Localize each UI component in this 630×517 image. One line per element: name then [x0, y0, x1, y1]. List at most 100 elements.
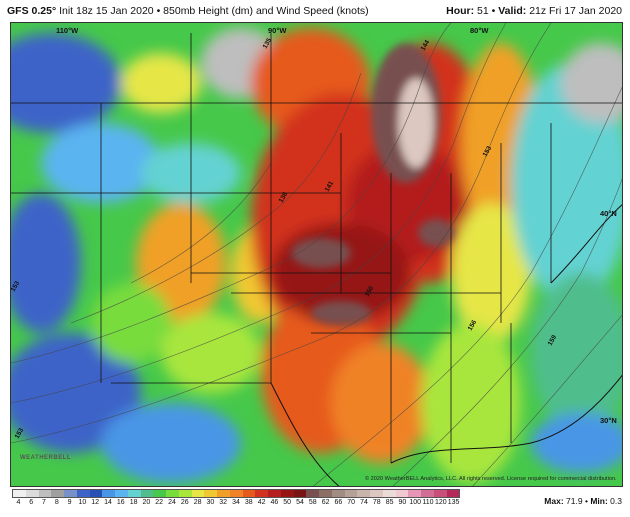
color-scale-swatch	[255, 490, 268, 497]
lat-label-40n: 40°N	[600, 209, 617, 218]
map-title: GFS 0.25° Init 18z 15 Jan 2020 • 850mb H…	[7, 5, 369, 17]
weatherbell-logo: WEATHERBELL	[20, 455, 72, 461]
color-scale-swatch	[280, 490, 294, 497]
header: GFS 0.25° Init 18z 15 Jan 2020 • 850mb H…	[0, 0, 630, 22]
color-scale-tick-label: 9	[67, 499, 72, 506]
color-scale-tick-label: 6	[29, 499, 34, 506]
lon-label-80w: 80°W	[470, 26, 489, 35]
color-scale-swatch	[38, 490, 52, 497]
color-scale-swatch	[102, 490, 115, 497]
max-label: Max:	[544, 496, 564, 506]
color-scale-tick-label: 74	[360, 499, 368, 506]
lat-label-30n: 30°N	[600, 416, 617, 425]
color-scale-tick-label: 26	[180, 499, 189, 506]
color-scale-swatch	[408, 490, 421, 497]
color-scale-tick-label: 7	[42, 499, 46, 506]
max-min-stats: Max: 71.9 • Min: 0.3	[544, 496, 622, 506]
color-scale-swatch	[268, 490, 281, 497]
color-scale-swatch	[433, 490, 447, 497]
color-scale-tick-label: 4	[16, 499, 21, 506]
color-scale-tick-label: 85	[385, 499, 394, 506]
color-scale-tick-label: 18	[129, 499, 138, 506]
color-scale-tick-label: 30	[206, 499, 215, 506]
color-scale-swatch	[140, 490, 154, 497]
height-contours	[11, 23, 622, 486]
color-scale-swatch	[331, 490, 345, 497]
coastline	[270, 204, 622, 486]
color-scale-swatch	[115, 490, 128, 497]
color-scale-tick-label: 135	[447, 499, 460, 506]
color-scale-ticks: 4 6 7 8 9 10 12 14 16 18 20 22 24 26 28 30 32 34 38 42 46 50 5…	[12, 499, 460, 511]
color-scale-tick-label: 20	[142, 499, 151, 506]
color-scale-tick-label: 110	[422, 499, 434, 506]
color-scale-tick-label: 8	[54, 499, 59, 506]
color-scale-tick-label: 24	[168, 499, 176, 506]
color-scale-tick-label: 32	[219, 499, 228, 506]
max-value: 71.9	[566, 496, 583, 506]
color-scale-tick-label: 22	[155, 499, 164, 506]
color-scale-swatch	[25, 490, 39, 497]
color-scale-swatch	[229, 490, 243, 497]
color-scale-swatch	[153, 490, 166, 497]
color-scale-tick-label: 50	[283, 499, 292, 506]
valid-value: 21z Fri 17 Jan 2020	[529, 5, 622, 17]
color-scale-swatch	[382, 490, 396, 497]
map-canvas	[11, 23, 622, 486]
color-scale-swatch	[370, 490, 383, 497]
hour-value: 51	[477, 5, 489, 17]
separator: •	[491, 5, 496, 17]
min-value: 0.3	[610, 496, 622, 506]
valid-label: Valid:	[498, 5, 527, 17]
color-scale-tick-label: 78	[372, 499, 381, 506]
color-scale-tick-label: 54	[296, 499, 304, 506]
hour-label: Hour:	[446, 5, 475, 17]
init-time: Init 18z 15 Jan 2020	[59, 5, 154, 17]
color-scale-tick-label: 10	[78, 499, 87, 506]
color-scale-swatch	[395, 490, 409, 497]
valid-time: Hour: 51 • Valid: 21z Fri 17 Jan 2020	[446, 5, 622, 17]
color-scale-tick-label: 38	[244, 499, 253, 506]
lon-label-90w: 90°W	[268, 26, 287, 35]
color-scale-swatch	[306, 490, 319, 497]
color-scale-tick-label: 46	[270, 499, 279, 506]
state-borders	[11, 33, 622, 463]
color-scale-swatch	[89, 490, 103, 497]
color-scale-tick-label: 28	[193, 499, 202, 506]
color-scale-tick-label: 14	[104, 499, 112, 506]
color-scale-swatch	[127, 490, 141, 497]
color-scale-swatch	[13, 490, 26, 497]
color-scale-tick-label: 62	[321, 499, 330, 506]
color-scale-tick-label: 12	[91, 499, 100, 506]
color-scale-tick-label: 42	[257, 499, 266, 506]
color-scale-swatch	[204, 490, 217, 497]
color-scale-tick-label: 58	[308, 499, 317, 506]
color-scale-swatch	[344, 490, 358, 497]
color-scale-swatch	[51, 490, 64, 497]
separator: •	[156, 5, 161, 17]
min-label: Min:	[590, 496, 608, 506]
color-scale-swatch	[178, 490, 192, 497]
color-scale-tick-label: 66	[334, 499, 343, 506]
color-scale-swatch	[357, 490, 370, 497]
color-scale-bar	[12, 489, 460, 498]
color-scale-tick-label: 90	[398, 499, 407, 506]
lon-label-110w: 110°W	[56, 26, 79, 35]
color-scale-tick-label: 34	[232, 499, 240, 506]
copyright-notice: © 2020 WeatherBELL Analytics, LLC. All r…	[365, 476, 617, 482]
model-name: GFS 0.25°	[7, 5, 57, 17]
product-name: 850mb Height (dm) and Wind Speed (knots)	[163, 5, 369, 17]
color-scale-swatch	[293, 490, 307, 497]
color-scale-swatch	[217, 490, 230, 497]
color-scale-legend: 4 6 7 8 9 10 12 14 16 18 20 22 24 26 28 30 32 34 38 42 46 50 5…	[12, 489, 460, 513]
jet-core	[291, 43, 454, 325]
color-scale-tick-label: 16	[116, 499, 125, 506]
color-scale-tick-label: 70	[347, 499, 356, 506]
color-scale-swatch	[64, 490, 77, 497]
color-scale-swatch	[242, 490, 256, 497]
color-scale-swatch	[421, 490, 434, 497]
color-scale-tick-label: 120	[434, 499, 447, 506]
color-scale-swatch	[191, 490, 205, 497]
color-scale-tick-label: 100	[409, 499, 422, 506]
color-scale-swatch	[76, 490, 90, 497]
separator: •	[584, 496, 588, 506]
